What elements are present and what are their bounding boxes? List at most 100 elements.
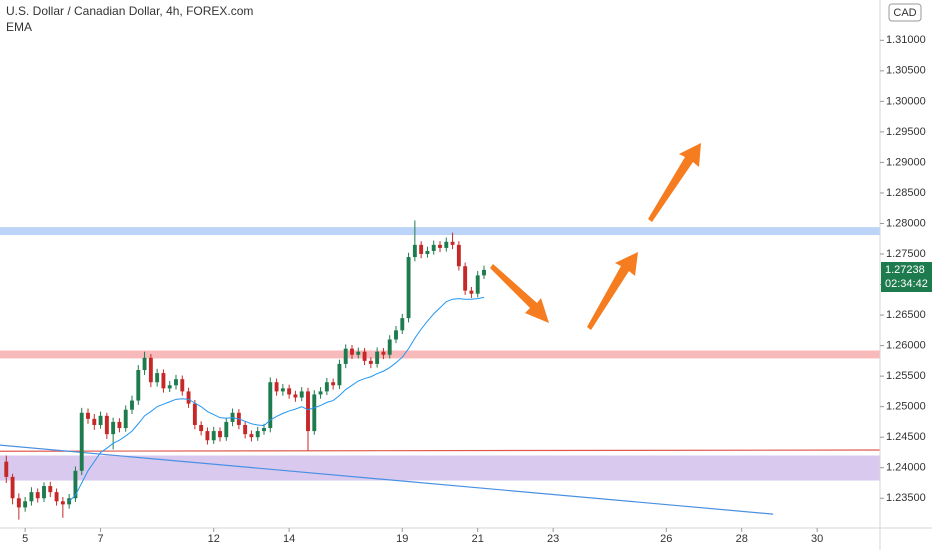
candle-body	[117, 421, 122, 429]
y-tick-label: 1.23500	[886, 492, 926, 504]
candle-body	[23, 501, 28, 508]
candle-body	[262, 428, 266, 432]
candle-body	[54, 492, 59, 502]
candle-body	[130, 400, 134, 410]
candle-body	[381, 351, 386, 355]
candle-body	[400, 318, 405, 331]
arrow-down	[490, 264, 549, 323]
candle-body	[180, 379, 185, 392]
chart-title: U.S. Dollar / Canadian Dollar, 4h, FOREX…	[6, 4, 253, 18]
arrow-up	[587, 252, 638, 330]
candle-body	[425, 250, 430, 255]
candle-body	[475, 275, 480, 294]
candle-body	[249, 434, 254, 438]
candle-body	[450, 241, 455, 245]
candle-body	[375, 351, 380, 364]
y-tick-label: 1.25000	[886, 401, 926, 413]
candle-body	[224, 421, 229, 438]
candle-body	[438, 244, 442, 248]
candle-body	[218, 431, 222, 438]
y-tick-label: 1.28000	[886, 217, 926, 229]
candle-body	[167, 385, 172, 389]
candle-body	[469, 290, 474, 294]
candle-body	[60, 501, 65, 505]
price-badge	[881, 262, 932, 293]
candle-body	[16, 498, 21, 508]
candle-body	[111, 421, 116, 435]
y-tick-label: 1.27500	[886, 248, 926, 260]
ema-line	[68, 296, 485, 502]
candle-body	[211, 431, 216, 441]
price-label: 1.27238	[885, 264, 925, 276]
candle-body	[331, 382, 336, 386]
x-tick-label: 5	[22, 533, 28, 545]
candle-body	[192, 403, 197, 425]
candle-body	[4, 461, 9, 477]
trend-line	[0, 444, 774, 515]
candle-body	[243, 424, 248, 435]
candle-body	[86, 412, 90, 419]
candle-body	[343, 348, 348, 364]
x-tick-label: 12	[208, 533, 220, 545]
candle-body	[456, 244, 461, 267]
candle-body	[161, 373, 166, 389]
trend-line	[0, 449, 881, 452]
zone	[0, 350, 880, 359]
plot-area	[0, 220, 881, 520]
y-tick-label: 1.30000	[886, 95, 926, 107]
candle-body	[406, 257, 411, 319]
y-tick-label: 1.25500	[886, 370, 926, 382]
candle-body	[29, 492, 34, 502]
candle-body	[136, 370, 141, 401]
candle-body	[98, 415, 103, 425]
arrow-up	[648, 143, 701, 222]
y-tick-label: 1.24500	[886, 431, 926, 443]
candle-body	[10, 476, 15, 499]
candle-body	[306, 391, 310, 432]
x-tick-label: 21	[472, 533, 484, 545]
candle-body	[123, 409, 128, 429]
currency-label: CAD	[893, 7, 916, 19]
axes: 1.23500 1.24000 1.24500 1.25000 1.25500 1.260…	[22, 34, 932, 545]
candle-body	[255, 431, 260, 438]
candle-body	[274, 382, 279, 392]
candle-body	[350, 348, 354, 355]
y-tick-label: 1.24000	[886, 462, 926, 474]
x-tick-label: 14	[283, 533, 295, 545]
candle-body	[199, 424, 204, 432]
candle-body	[287, 388, 292, 395]
candle-body	[431, 244, 436, 251]
x-tick-label: 28	[736, 533, 748, 545]
x-tick-label: 7	[98, 533, 104, 545]
candle-body	[155, 373, 160, 383]
currency-badge[interactable]	[888, 3, 922, 22]
y-tick-label: 1.28500	[886, 187, 926, 199]
candle-body	[419, 244, 424, 255]
y-tick-label: 1.26500	[886, 309, 926, 321]
candle-body	[337, 363, 342, 386]
candle-body	[92, 418, 97, 425]
candle-body	[463, 266, 468, 291]
y-tick-label: 1.26000	[886, 340, 926, 352]
candle-body	[174, 379, 178, 386]
candle-body	[318, 391, 323, 395]
candle-body	[356, 351, 361, 355]
candle-body	[324, 382, 329, 392]
candle-body	[48, 486, 53, 493]
forecast-arrows	[490, 143, 701, 330]
candle-body	[268, 382, 273, 429]
x-tick-label: 30	[811, 533, 823, 545]
candle-body	[142, 357, 147, 371]
candle-body	[482, 269, 486, 276]
x-tick-label: 23	[547, 533, 559, 545]
candle-body	[148, 357, 153, 383]
candle-body	[299, 391, 304, 398]
x-tick-label: 19	[396, 533, 408, 545]
candle-body	[368, 360, 373, 364]
candle-body	[280, 388, 285, 392]
candle-body	[79, 412, 84, 471]
candle-body	[205, 431, 210, 441]
candle-body	[73, 470, 78, 499]
candle-body	[387, 339, 392, 355]
